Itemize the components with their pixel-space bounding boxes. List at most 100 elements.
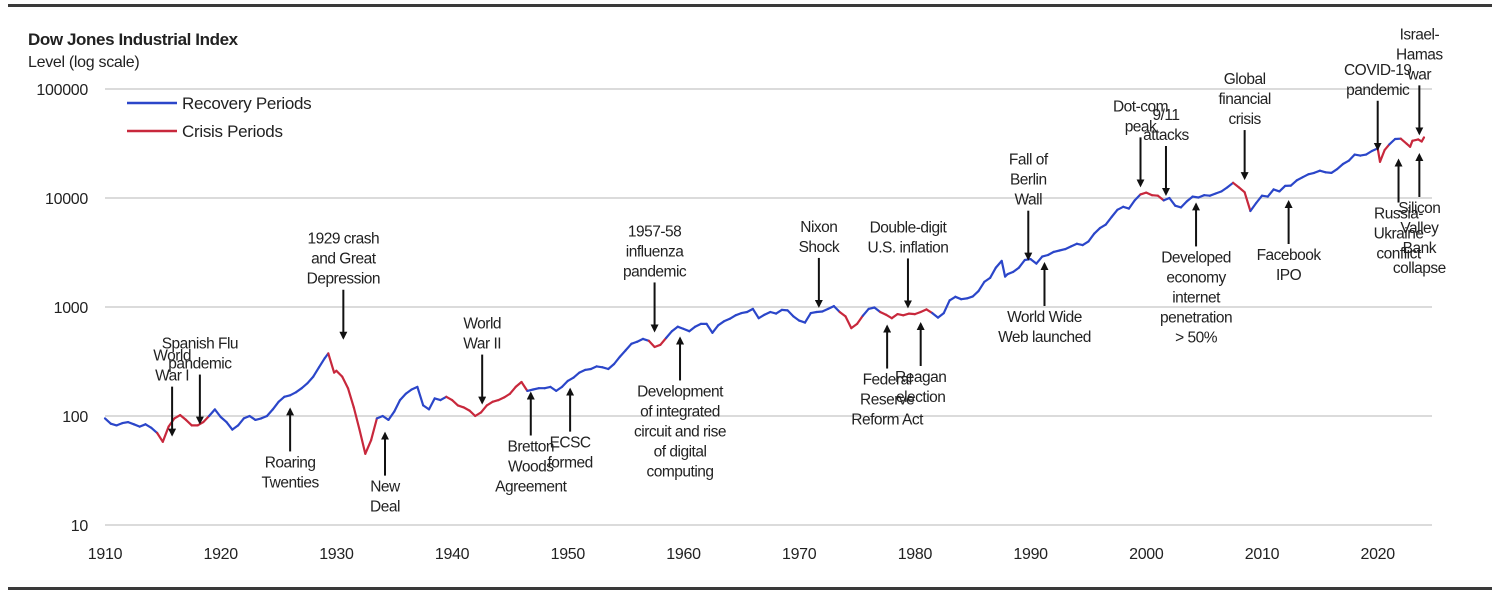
annotation-label: 1929 crash: [307, 231, 379, 248]
annotation-label: Roaring: [265, 454, 316, 471]
recovery-segment: [427, 397, 436, 411]
annotation: World Wide Web launched: [998, 261, 1091, 346]
recovery-segment: [404, 388, 413, 395]
crisis-segment: [1399, 137, 1408, 145]
annotation-label: of digital: [654, 443, 707, 460]
crisis-segment: [1420, 136, 1426, 143]
recovery-segment: [237, 417, 245, 427]
recovery-segment: [422, 404, 431, 411]
x-ticks: 1910 1920 1930 1940 1950 1960 1970 1980 1990 2000…: [88, 546, 1396, 563]
annotation-label: collapse: [1393, 260, 1446, 277]
annotation-label: Dot-com: [1113, 98, 1168, 115]
recovery-segment: [549, 385, 558, 392]
annotation: Double-digit U.S. inflation: [868, 219, 949, 309]
recovery-segment: [688, 325, 697, 333]
recovery-segment: [1266, 188, 1275, 198]
recovery-segment: [618, 349, 627, 358]
annotation-label: formed: [547, 455, 592, 472]
x-tick-label: 2020: [1360, 546, 1395, 563]
crisis-segment: [1243, 191, 1252, 213]
annotation: Development of integrated circuit and rise…: [634, 336, 726, 480]
x-tick-label: 1950: [551, 546, 586, 563]
recovery-segment: [774, 308, 783, 315]
annotation-label: New: [370, 479, 401, 496]
crisis-segment: [1237, 186, 1246, 194]
recovery-segment: [572, 371, 581, 379]
crisis-segment: [647, 339, 656, 349]
y-ticks: 10 100 1000 10000 100000: [36, 82, 88, 535]
annotation-label: Bank: [1403, 240, 1437, 257]
crisis-segment: [514, 380, 523, 388]
crisis-segment: [1156, 194, 1165, 202]
crisis-segment: [156, 431, 164, 443]
recovery-segment: [1110, 208, 1119, 219]
annotation-label: Woods: [508, 459, 554, 476]
annotation-label: internet: [1172, 289, 1221, 306]
recovery-segment: [1278, 184, 1287, 193]
recovery-segment: [1364, 149, 1374, 156]
annotation-label: Reserve: [860, 392, 914, 409]
recovery-segment: [1029, 258, 1038, 265]
annotation-label: penetration: [1160, 309, 1232, 326]
recovery-segment: [664, 330, 674, 340]
annotation-label: Agreement: [495, 479, 568, 496]
recovery-segment: [1168, 196, 1177, 207]
crisis-segment: [1383, 143, 1391, 152]
annotation-label: U.S. inflation: [868, 239, 949, 256]
recovery-segment: [705, 322, 714, 334]
annotation-label: 1957-58: [628, 223, 681, 240]
annotation: Reagan election: [895, 321, 947, 406]
x-tick-label: 1980: [898, 546, 933, 563]
recovery-segment: [231, 424, 240, 431]
recovery-segment: [786, 309, 795, 318]
annotation-label: COVID-19: [1344, 62, 1412, 79]
recovery-segment: [566, 376, 575, 382]
crisis-segment: [335, 369, 344, 378]
crisis-segment: [1231, 181, 1241, 189]
recovery-segment: [225, 421, 234, 431]
annotation-label: Hamas: [1396, 46, 1443, 63]
annotation-label: Deal: [370, 499, 400, 516]
y-tick-label: 100: [62, 409, 88, 426]
crisis-segment: [474, 411, 483, 418]
annotation-label: World Wide: [1007, 309, 1082, 326]
recovery-segment: [1098, 223, 1107, 230]
annotation-label: Development: [637, 383, 724, 400]
recovery-segment: [150, 426, 159, 434]
recovery-segment: [1012, 266, 1021, 273]
recovery-segment: [306, 375, 315, 385]
crisis-segment: [1378, 149, 1386, 163]
annotation-label: Federal: [863, 372, 912, 389]
annotation-label: computing: [647, 463, 714, 480]
recovery-segment: [1289, 179, 1298, 187]
annotation: Nixon Shock: [799, 219, 840, 308]
annotation-label: Wall: [1015, 192, 1043, 209]
annotation: Spanish Flu pandemic: [162, 336, 239, 425]
annotation-label: Bretton: [508, 439, 554, 456]
annotation-label: World: [153, 348, 191, 365]
bottom-rule: [8, 587, 1492, 590]
x-tick-label: 1940: [435, 546, 470, 563]
recovery-segment: [873, 306, 882, 314]
recovery-segment: [983, 276, 992, 283]
x-tick-label: 1970: [782, 546, 817, 563]
recovery-segment: [277, 395, 286, 403]
annotation-label: and Great: [311, 251, 377, 268]
recovery-segment: [948, 295, 957, 302]
annotation: Federal Reserve Reform Act: [851, 324, 925, 429]
recovery-segment: [271, 400, 280, 411]
crisis-segment: [462, 406, 471, 412]
annotation-label: Israel-: [1400, 26, 1440, 43]
series-lines: [103, 136, 1426, 455]
annotation-label: election: [896, 389, 945, 406]
annotation-label: Twenties: [262, 474, 320, 491]
annotation-label: Russia-: [1374, 206, 1423, 223]
recovery-segment: [1017, 258, 1026, 269]
crisis-segment: [520, 380, 529, 392]
annotation: 9/11 attacks: [1143, 107, 1190, 196]
annotation-label: peak: [1125, 118, 1157, 135]
recovery-segment: [560, 379, 569, 388]
crisis-segment: [855, 314, 864, 325]
annotation: New Deal: [370, 431, 402, 516]
